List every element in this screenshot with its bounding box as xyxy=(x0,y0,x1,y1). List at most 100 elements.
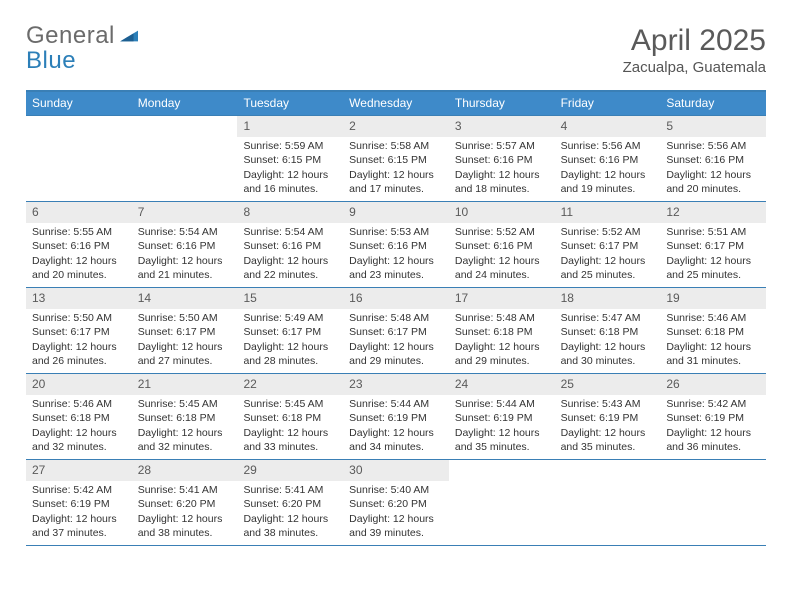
sunrise-line: Sunrise: 5:42 AM xyxy=(666,397,760,411)
day-cell: . xyxy=(132,116,238,201)
day-cell: 10Sunrise: 5:52 AMSunset: 6:16 PMDayligh… xyxy=(449,202,555,287)
sunset-line: Sunset: 6:19 PM xyxy=(561,411,655,425)
sunrise-line: Sunrise: 5:50 AM xyxy=(32,311,126,325)
sunset-line: Sunset: 6:18 PM xyxy=(455,325,549,339)
daylight-line: Daylight: 12 hours and 31 minutes. xyxy=(666,340,760,368)
sunset-line: Sunset: 6:19 PM xyxy=(455,411,549,425)
week-row: 20Sunrise: 5:46 AMSunset: 6:18 PMDayligh… xyxy=(26,373,766,459)
daylight-line: Daylight: 12 hours and 30 minutes. xyxy=(561,340,655,368)
day-cell: 8Sunrise: 5:54 AMSunset: 6:16 PMDaylight… xyxy=(237,202,343,287)
day-body: Sunrise: 5:48 AMSunset: 6:17 PMDaylight:… xyxy=(343,309,449,372)
sunrise-line: Sunrise: 5:44 AM xyxy=(455,397,549,411)
sunset-line: Sunset: 6:19 PM xyxy=(666,411,760,425)
sunset-line: Sunset: 6:17 PM xyxy=(561,239,655,253)
day-number: 1 xyxy=(237,116,343,137)
sunset-line: Sunset: 6:17 PM xyxy=(138,325,232,339)
day-cell: 20Sunrise: 5:46 AMSunset: 6:18 PMDayligh… xyxy=(26,374,132,459)
day-cell: 19Sunrise: 5:46 AMSunset: 6:18 PMDayligh… xyxy=(660,288,766,373)
day-number: 20 xyxy=(26,374,132,395)
sunset-line: Sunset: 6:18 PM xyxy=(32,411,126,425)
sunrise-line: Sunrise: 5:56 AM xyxy=(561,139,655,153)
day-body: Sunrise: 5:54 AMSunset: 6:16 PMDaylight:… xyxy=(132,223,238,286)
sunrise-line: Sunrise: 5:54 AM xyxy=(138,225,232,239)
day-cell: 1Sunrise: 5:59 AMSunset: 6:15 PMDaylight… xyxy=(237,116,343,201)
day-cell: 30Sunrise: 5:40 AMSunset: 6:20 PMDayligh… xyxy=(343,460,449,545)
day-body: Sunrise: 5:46 AMSunset: 6:18 PMDaylight:… xyxy=(660,309,766,372)
sunset-line: Sunset: 6:16 PM xyxy=(32,239,126,253)
day-body: Sunrise: 5:48 AMSunset: 6:18 PMDaylight:… xyxy=(449,309,555,372)
day-body: Sunrise: 5:58 AMSunset: 6:15 PMDaylight:… xyxy=(343,137,449,200)
sunset-line: Sunset: 6:18 PM xyxy=(666,325,760,339)
daylight-line: Daylight: 12 hours and 36 minutes. xyxy=(666,426,760,454)
daylight-line: Daylight: 12 hours and 39 minutes. xyxy=(349,512,443,540)
day-number: 14 xyxy=(132,288,238,309)
day-body: Sunrise: 5:45 AMSunset: 6:18 PMDaylight:… xyxy=(132,395,238,458)
day-body: Sunrise: 5:44 AMSunset: 6:19 PMDaylight:… xyxy=(449,395,555,458)
sunrise-line: Sunrise: 5:54 AM xyxy=(243,225,337,239)
sunrise-line: Sunrise: 5:59 AM xyxy=(243,139,337,153)
daylight-line: Daylight: 12 hours and 35 minutes. xyxy=(455,426,549,454)
day-cell: . xyxy=(555,460,661,545)
sunset-line: Sunset: 6:16 PM xyxy=(138,239,232,253)
sunrise-line: Sunrise: 5:50 AM xyxy=(138,311,232,325)
day-number: 12 xyxy=(660,202,766,223)
sunrise-line: Sunrise: 5:49 AM xyxy=(243,311,337,325)
day-cell: 21Sunrise: 5:45 AMSunset: 6:18 PMDayligh… xyxy=(132,374,238,459)
day-number: 15 xyxy=(237,288,343,309)
day-number: 25 xyxy=(555,374,661,395)
daylight-line: Daylight: 12 hours and 21 minutes. xyxy=(138,254,232,282)
sunset-line: Sunset: 6:20 PM xyxy=(243,497,337,511)
daylight-line: Daylight: 12 hours and 35 minutes. xyxy=(561,426,655,454)
day-number: 26 xyxy=(660,374,766,395)
location-subtitle: Zacualpa, Guatemala xyxy=(623,59,766,76)
day-cell: 4Sunrise: 5:56 AMSunset: 6:16 PMDaylight… xyxy=(555,116,661,201)
week-row: 13Sunrise: 5:50 AMSunset: 6:17 PMDayligh… xyxy=(26,287,766,373)
sunset-line: Sunset: 6:15 PM xyxy=(243,153,337,167)
week-row: ..1Sunrise: 5:59 AMSunset: 6:15 PMDaylig… xyxy=(26,115,766,201)
sunrise-line: Sunrise: 5:46 AM xyxy=(666,311,760,325)
sunset-line: Sunset: 6:16 PM xyxy=(561,153,655,167)
daylight-line: Daylight: 12 hours and 18 minutes. xyxy=(455,168,549,196)
sunset-line: Sunset: 6:18 PM xyxy=(138,411,232,425)
sunrise-line: Sunrise: 5:55 AM xyxy=(32,225,126,239)
daylight-line: Daylight: 12 hours and 34 minutes. xyxy=(349,426,443,454)
day-cell: . xyxy=(449,460,555,545)
weeks-container: ..1Sunrise: 5:59 AMSunset: 6:15 PMDaylig… xyxy=(26,115,766,545)
sunrise-line: Sunrise: 5:52 AM xyxy=(561,225,655,239)
day-number: 6 xyxy=(26,202,132,223)
sunrise-line: Sunrise: 5:48 AM xyxy=(455,311,549,325)
weekday-header: Thursday xyxy=(449,92,555,115)
day-number: 2 xyxy=(343,116,449,137)
daylight-line: Daylight: 12 hours and 25 minutes. xyxy=(666,254,760,282)
calendar-page: GeneralBlue April 2025 Zacualpa, Guatema… xyxy=(0,0,792,566)
day-number: 4 xyxy=(555,116,661,137)
week-row: 27Sunrise: 5:42 AMSunset: 6:19 PMDayligh… xyxy=(26,459,766,545)
bottom-rule xyxy=(26,545,766,546)
day-number: 11 xyxy=(555,202,661,223)
day-cell: 29Sunrise: 5:41 AMSunset: 6:20 PMDayligh… xyxy=(237,460,343,545)
logo-text-blue: Blue xyxy=(26,47,76,74)
daylight-line: Daylight: 12 hours and 25 minutes. xyxy=(561,254,655,282)
sunset-line: Sunset: 6:19 PM xyxy=(32,497,126,511)
header: GeneralBlue April 2025 Zacualpa, Guatema… xyxy=(26,24,766,76)
day-cell: . xyxy=(660,460,766,545)
sunrise-line: Sunrise: 5:45 AM xyxy=(138,397,232,411)
logo: GeneralBlue xyxy=(26,24,142,73)
day-number: 5 xyxy=(660,116,766,137)
day-cell: 12Sunrise: 5:51 AMSunset: 6:17 PMDayligh… xyxy=(660,202,766,287)
day-number: 21 xyxy=(132,374,238,395)
daylight-line: Daylight: 12 hours and 29 minutes. xyxy=(349,340,443,368)
sunrise-line: Sunrise: 5:51 AM xyxy=(666,225,760,239)
daylight-line: Daylight: 12 hours and 17 minutes. xyxy=(349,168,443,196)
sunset-line: Sunset: 6:18 PM xyxy=(243,411,337,425)
day-cell: 22Sunrise: 5:45 AMSunset: 6:18 PMDayligh… xyxy=(237,374,343,459)
day-number: 17 xyxy=(449,288,555,309)
sunrise-line: Sunrise: 5:48 AM xyxy=(349,311,443,325)
day-number: 16 xyxy=(343,288,449,309)
day-body: Sunrise: 5:52 AMSunset: 6:16 PMDaylight:… xyxy=(449,223,555,286)
day-cell: 23Sunrise: 5:44 AMSunset: 6:19 PMDayligh… xyxy=(343,374,449,459)
day-cell: 7Sunrise: 5:54 AMSunset: 6:16 PMDaylight… xyxy=(132,202,238,287)
day-cell: 27Sunrise: 5:42 AMSunset: 6:19 PMDayligh… xyxy=(26,460,132,545)
sunrise-line: Sunrise: 5:40 AM xyxy=(349,483,443,497)
day-body: Sunrise: 5:52 AMSunset: 6:17 PMDaylight:… xyxy=(555,223,661,286)
